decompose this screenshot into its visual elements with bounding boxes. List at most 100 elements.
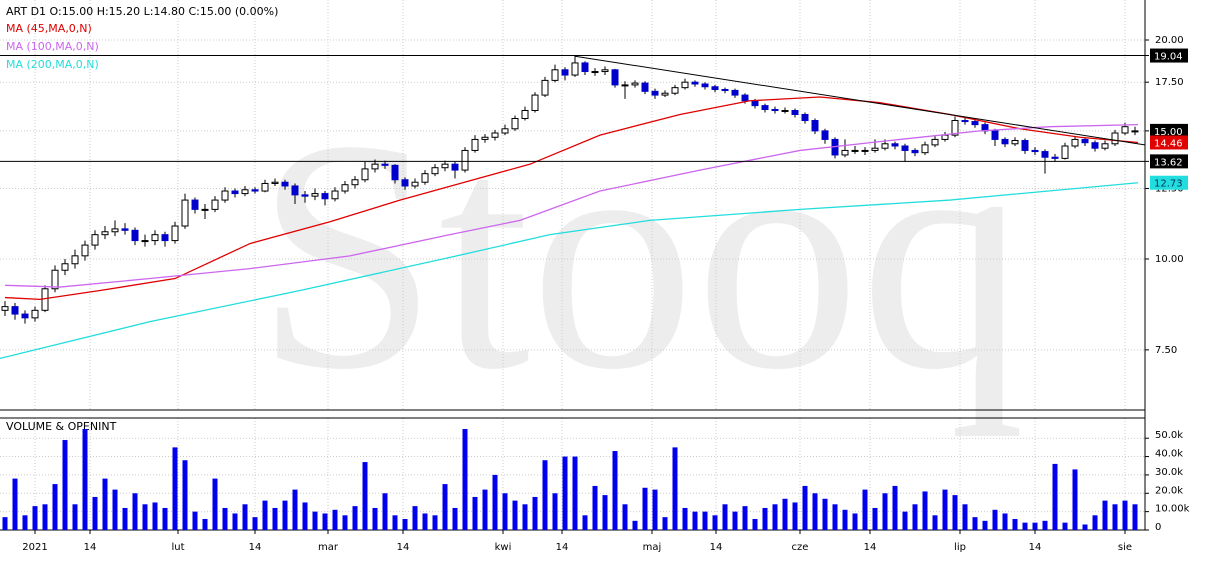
y-tick-label: 17.50 bbox=[1155, 77, 1184, 88]
candle-body bbox=[441, 163, 449, 169]
x-tick-label: 14 bbox=[84, 542, 97, 553]
candle-body bbox=[201, 208, 209, 211]
volume-bar bbox=[62, 440, 68, 530]
candle-body bbox=[721, 88, 729, 91]
volume-bar bbox=[592, 485, 598, 530]
volume-bar bbox=[442, 484, 448, 530]
candle-body bbox=[1001, 138, 1009, 145]
candle-body bbox=[161, 234, 169, 242]
candle-body bbox=[351, 179, 359, 186]
candle-body bbox=[121, 228, 129, 231]
candle-body bbox=[891, 143, 899, 147]
x-tick-label: 14 bbox=[1029, 542, 1042, 553]
candle-body bbox=[331, 190, 339, 200]
candle-body bbox=[1111, 132, 1119, 145]
y-tick-label: 7.50 bbox=[1155, 345, 1177, 356]
x-tick-label: mar bbox=[318, 542, 339, 553]
candle-body bbox=[61, 263, 69, 271]
candle-body bbox=[271, 181, 279, 184]
candle-body bbox=[521, 109, 529, 119]
y-tick-label: 50.0k bbox=[1155, 430, 1183, 441]
candle-body bbox=[551, 69, 559, 81]
candle-body bbox=[341, 184, 349, 192]
candle-body bbox=[911, 149, 919, 154]
volume-bar bbox=[1042, 520, 1048, 530]
candle-body bbox=[1131, 130, 1139, 133]
x-tick-label: 14 bbox=[710, 542, 723, 553]
candle-body bbox=[691, 81, 699, 85]
volume-bar bbox=[432, 515, 438, 530]
candle-body bbox=[801, 113, 809, 122]
legend-entry: MA (200,MA,0,N) bbox=[6, 58, 99, 71]
volume-bar bbox=[772, 504, 778, 530]
candle-body bbox=[761, 105, 769, 111]
volume-bar bbox=[972, 517, 978, 530]
volume-bar bbox=[1072, 469, 1078, 530]
candle-body bbox=[191, 199, 199, 210]
candle-body bbox=[531, 94, 539, 111]
candle-body bbox=[1061, 145, 1069, 159]
volume-bar bbox=[72, 504, 78, 530]
y-tick-label: 0 bbox=[1155, 522, 1161, 533]
volume-bar bbox=[932, 515, 938, 530]
x-tick-label: 14 bbox=[397, 542, 410, 553]
candle-body bbox=[181, 199, 189, 227]
volume-bar bbox=[242, 504, 248, 530]
candle-body bbox=[111, 228, 119, 233]
candle-body bbox=[951, 120, 959, 136]
volume-bar bbox=[512, 500, 518, 530]
volume-bar bbox=[482, 489, 488, 530]
price-tag bbox=[1150, 123, 1188, 138]
candle-body bbox=[381, 163, 389, 166]
candle-body bbox=[861, 149, 869, 152]
volume-bar bbox=[202, 518, 208, 530]
candle-body bbox=[151, 234, 159, 242]
volume-bar bbox=[642, 487, 648, 530]
volume-bar bbox=[612, 451, 618, 530]
candle-body bbox=[561, 69, 569, 76]
volume-bar bbox=[362, 462, 368, 530]
candle-body bbox=[931, 138, 939, 146]
candle-body bbox=[461, 149, 469, 171]
price-tag bbox=[1150, 154, 1188, 169]
volume-bar bbox=[52, 484, 58, 530]
candle-body bbox=[1021, 140, 1029, 151]
volume-bar bbox=[882, 493, 888, 530]
volume-bar bbox=[502, 493, 508, 530]
volume-bar bbox=[372, 507, 378, 530]
volume-bar bbox=[322, 513, 328, 530]
moving-average bbox=[4, 123, 1139, 288]
candle-body bbox=[711, 86, 719, 90]
volume-bar bbox=[532, 496, 538, 530]
candle-body bbox=[851, 149, 859, 152]
candle-body bbox=[371, 163, 379, 170]
candle-body bbox=[291, 185, 299, 196]
volume-bar bbox=[802, 485, 808, 530]
candle-body bbox=[971, 121, 979, 126]
volume-bar bbox=[552, 493, 558, 530]
candle-body bbox=[591, 71, 599, 74]
volume-bar bbox=[702, 511, 708, 530]
volume-bar bbox=[522, 504, 528, 530]
price-tag-label: 12.73 bbox=[1154, 179, 1183, 190]
volume-bar bbox=[342, 515, 348, 530]
volume-bar bbox=[662, 517, 668, 530]
volume-bar bbox=[862, 489, 868, 530]
candle-body bbox=[431, 167, 439, 175]
volume-bar bbox=[542, 460, 548, 530]
y-tick-label: 20.0k bbox=[1155, 485, 1183, 496]
watermark: Stooq bbox=[255, 73, 1025, 438]
candle-body bbox=[131, 229, 139, 242]
candle-body bbox=[1071, 138, 1079, 147]
volume-bar bbox=[402, 518, 408, 530]
volume-bar bbox=[782, 498, 788, 530]
candle-body bbox=[1101, 143, 1109, 149]
volume-bar bbox=[22, 515, 28, 530]
x-tick-label: 14 bbox=[864, 542, 877, 553]
x-tick-label: lip bbox=[954, 542, 966, 553]
x-tick-label: cze bbox=[792, 542, 809, 553]
volume-bar bbox=[732, 511, 738, 530]
candle-body bbox=[771, 109, 779, 112]
candle-body bbox=[631, 82, 639, 86]
